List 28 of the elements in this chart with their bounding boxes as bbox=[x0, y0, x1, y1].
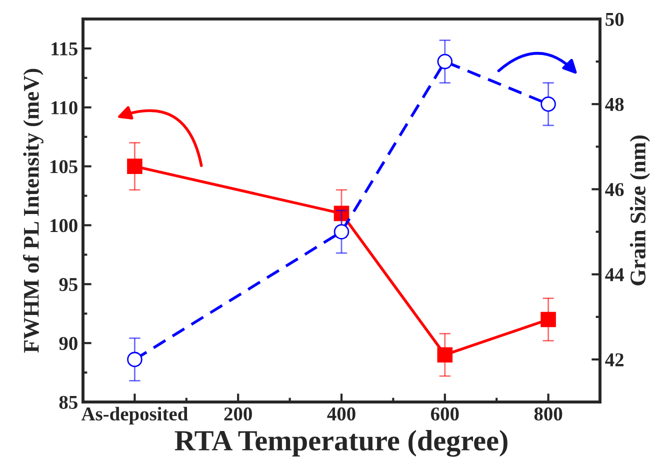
y2-axis-title: Grain Size (nm) bbox=[630, 136, 650, 286]
y2-tick-label: 50 bbox=[606, 12, 624, 26]
point bbox=[334, 206, 350, 222]
x-tick-label: 200 bbox=[224, 407, 252, 421]
y2-tick-label: 44 bbox=[605, 268, 624, 282]
y-tick-label: 115 bbox=[52, 42, 78, 56]
y2-tick-label: 42 bbox=[605, 353, 624, 366]
x-tick-label: 600 bbox=[430, 407, 459, 421]
point bbox=[127, 158, 142, 174]
point bbox=[127, 352, 142, 368]
y-tick-label: 85 bbox=[59, 396, 78, 409]
y2-tick-label: 46 bbox=[605, 183, 624, 196]
y-tick-label: 95 bbox=[59, 278, 78, 292]
point bbox=[437, 347, 453, 362]
x-tick-label: 400 bbox=[327, 407, 356, 421]
x-tick-label: As-deposited bbox=[81, 406, 188, 424]
x-axis-title: RTA Temperature (degree) bbox=[174, 430, 508, 457]
y2-tick-label: 48 bbox=[605, 98, 624, 112]
y-tick-label: 105 bbox=[50, 160, 78, 174]
point bbox=[540, 312, 556, 328]
point bbox=[437, 54, 453, 70]
point bbox=[540, 96, 556, 112]
x-tick-label: 800 bbox=[534, 407, 562, 421]
y-tick-label: 110 bbox=[52, 101, 78, 114]
y-axis-title: FWHM of PL Intensity (meV) bbox=[22, 68, 44, 353]
y-tick-label: 90 bbox=[59, 336, 78, 350]
point bbox=[334, 224, 350, 240]
y-tick-label: 100 bbox=[50, 219, 78, 232]
